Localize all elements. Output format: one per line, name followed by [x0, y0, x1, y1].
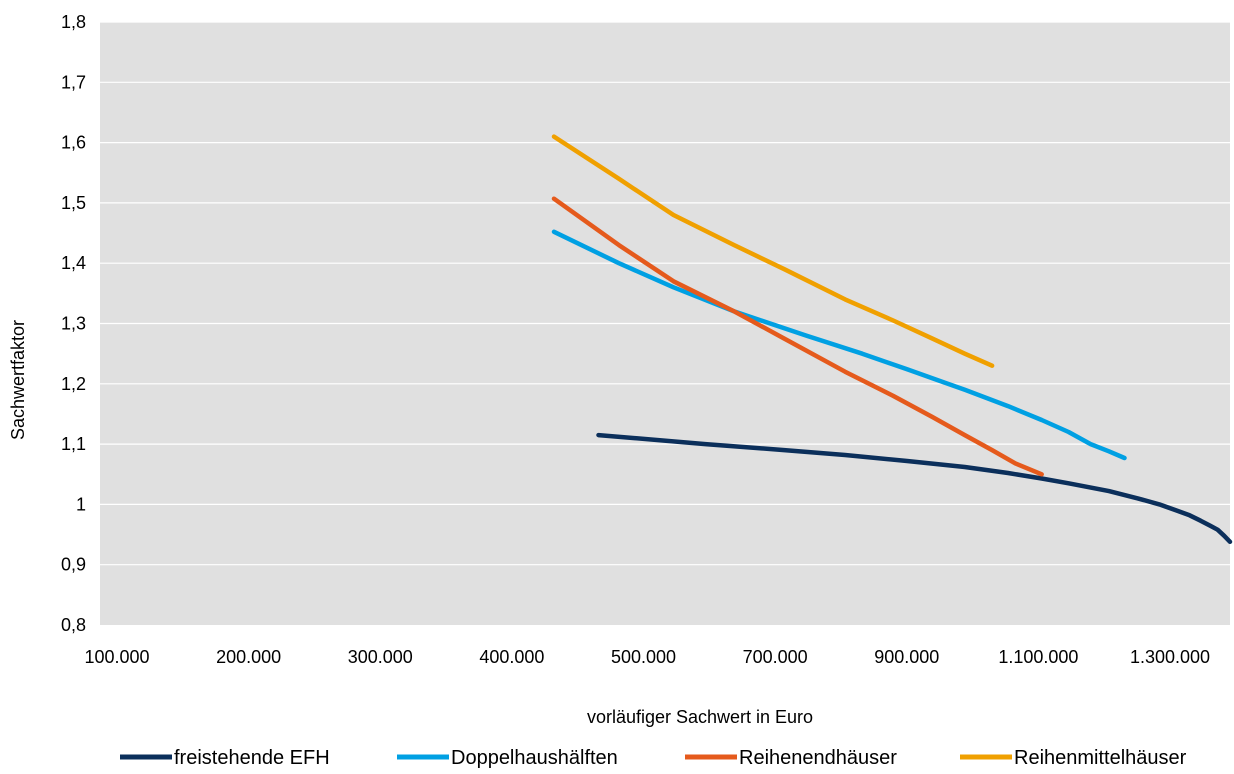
y-tick-label: 1,4: [61, 253, 86, 273]
y-tick-label: 0,8: [61, 615, 86, 635]
x-axis-ticks: 100.000 200.000 300.000 400.000 500.000 700.0…: [84, 647, 1210, 667]
x-tick-label: 500.000: [611, 647, 676, 667]
y-tick-label: 1,8: [61, 12, 86, 32]
series-line-1: [596, 432, 1233, 545]
legend-label: Doppelhaushälften: [451, 747, 618, 769]
y-tick-label: 1,7: [61, 72, 86, 92]
y-tick-label: 1,2: [61, 374, 86, 394]
x-tick-label: 700.000: [743, 647, 808, 667]
y-tick-label: 1,1: [61, 434, 86, 454]
legend-label: Reihenendhäuser: [739, 747, 897, 769]
y-tick-label: 1,5: [61, 193, 86, 213]
y-axis-label: Sachwertfaktor: [8, 320, 28, 440]
y-axis-ticks: 0,8 0,9 1 1,1 1,2 1,3 1,4 1,5 1,6 1,7 1,8: [61, 12, 86, 635]
y-tick-label: 1,6: [61, 133, 86, 153]
x-axis-label: vorläufiger Sachwert in Euro: [587, 707, 813, 727]
series-lines: [551, 134, 1233, 545]
series-line-2: [551, 229, 1127, 461]
legend: freistehende EFH Doppelhaushälften Reihene…: [120, 747, 1187, 769]
series-line-3: [551, 196, 1044, 477]
series-line-4: [551, 134, 995, 368]
x-tick-label: 200.000: [216, 647, 281, 667]
y-tick-label: 1,3: [61, 314, 86, 334]
legend-label: Reihenmittelhäuser: [1014, 747, 1187, 769]
x-tick-label: 1.300.000: [1130, 647, 1210, 667]
x-tick-label: 300.000: [348, 647, 413, 667]
gridlines: [100, 21, 1230, 566]
x-tick-label: 400.000: [479, 647, 544, 667]
x-tick-label: 1.100.000: [998, 647, 1078, 667]
x-tick-label: 900.000: [874, 647, 939, 667]
legend-label: freistehende EFH: [174, 747, 330, 769]
y-tick-label: 1: [76, 494, 86, 514]
y-tick-label: 0,9: [61, 555, 86, 575]
x-tick-label: 100.000: [84, 647, 149, 667]
